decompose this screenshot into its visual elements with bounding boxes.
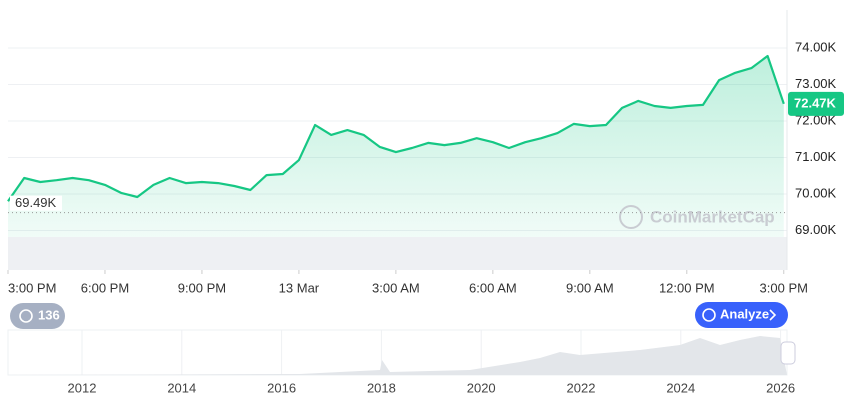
- area-fill: [8, 56, 784, 270]
- y-tick-label: 72.00K: [795, 112, 837, 127]
- x-tick-label: 6:00 PM: [81, 280, 129, 295]
- y-tick-label: 73.00K: [795, 76, 837, 91]
- reference-label-bg: [10, 195, 62, 211]
- price-line: [7, 54, 785, 202]
- navigator-label: 2026: [766, 380, 795, 395]
- watermark: CoinMarketCap: [650, 207, 775, 226]
- navigator-label: 2018: [367, 380, 396, 395]
- x-tick-label: 3:00 PM: [8, 280, 56, 295]
- analyze-icon: [702, 308, 716, 322]
- x-tick-label: 12:00 PM: [659, 280, 715, 295]
- navigator-label: 2016: [267, 380, 296, 395]
- x-tick-label: 3:00 PM: [760, 280, 808, 295]
- y-tick-label: 71.00K: [795, 149, 837, 164]
- x-tick-label: 3:00 AM: [372, 280, 420, 295]
- volume-area: [8, 237, 787, 270]
- last-price-badge: [788, 91, 844, 116]
- navigator-label: 2012: [68, 380, 97, 395]
- x-tick-label: 6:00 AM: [469, 280, 517, 295]
- navigator-area: [8, 336, 787, 375]
- last-price-label: 72.47K: [794, 95, 837, 110]
- x-tick-label: 13 Mar: [279, 280, 320, 295]
- y-tick-label: 74.00K: [795, 39, 837, 54]
- x-tick-label: 9:00 PM: [178, 280, 226, 295]
- history-button[interactable]: 136: [10, 303, 65, 329]
- analyze-button[interactable]: Analyze: [695, 302, 788, 328]
- y-tick-label: 69.00K: [795, 222, 837, 237]
- button-label: 136: [38, 307, 60, 322]
- navigator-label: 2020: [467, 380, 496, 395]
- navigator-label: 2024: [666, 380, 695, 395]
- navigator-handle[interactable]: [780, 341, 796, 365]
- watermark-logo: [619, 205, 643, 229]
- navigator-label: 2014: [167, 380, 196, 395]
- button-bg: [10, 303, 65, 329]
- navigator-label: 2022: [567, 380, 596, 395]
- button-label: Analyze: [720, 306, 769, 321]
- reference-label: 69.49K: [15, 195, 57, 210]
- button-bg: [695, 302, 788, 328]
- x-tick-label: 9:00 AM: [566, 280, 614, 295]
- history-icon: [19, 309, 33, 323]
- chevron: [769, 309, 777, 321]
- y-tick-label: 70.00K: [795, 185, 837, 200]
